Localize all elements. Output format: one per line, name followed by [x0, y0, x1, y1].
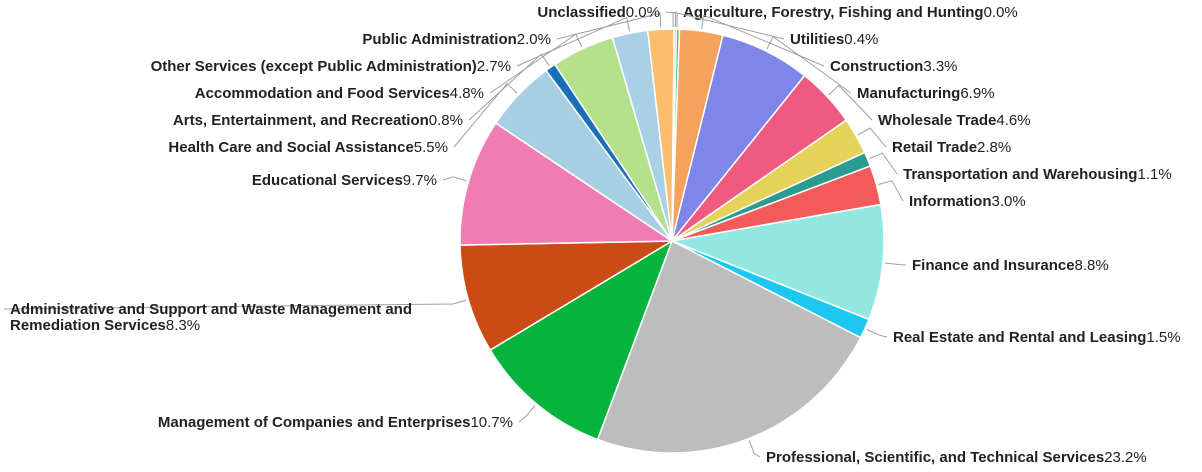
leader-line-15 [468, 53, 550, 121]
slice-label-13: Educational Services9.7% [252, 172, 437, 189]
slice-label-14: Health Care and Social Assistance5.5% [168, 139, 448, 156]
leader-line-10 [748, 440, 761, 458]
leader-line-18 [556, 12, 662, 40]
pie-slice-10 [596, 239, 862, 454]
slice-label-16: Accommodation and Food Services4.8% [195, 85, 484, 102]
slice-label-15: Arts, Entertainment, and Recreation0.8% [173, 112, 463, 129]
leader-line-5 [857, 127, 887, 148]
slice-label-1: Utilities0.4% [790, 31, 878, 48]
leader-line-3 [766, 35, 852, 94]
leader-line-12 [3, 299, 467, 310]
leader-line-17 [516, 16, 631, 67]
pie-slice-19 [671, 28, 678, 242]
leader-line-7 [878, 180, 904, 202]
leader-line-11 [518, 405, 536, 423]
slice-label-19: Unclassified0.0% [537, 4, 660, 21]
slice-label-10: Professional, Scientific, and Technical … [766, 449, 1147, 466]
slice-label-8: Finance and Insurance8.8% [912, 257, 1109, 274]
slice-label-12: Administrative and Support and Waste Man… [10, 301, 412, 334]
slice-label-7: Information3.0% [909, 193, 1026, 210]
slice-label-9: Real Estate and Rental and Leasing1.5% [893, 329, 1181, 346]
slice-label-2: Construction3.3% [830, 58, 958, 75]
slice-label-18: Public Administration2.0% [362, 31, 551, 48]
slice-label-11: Management of Companies and Enterprises1… [158, 414, 513, 431]
leader-line-1 [676, 12, 785, 40]
slice-label-4: Wholesale Trade4.6% [878, 112, 1031, 129]
pie-slice-12 [459, 240, 675, 352]
leader-line-6 [869, 152, 898, 175]
leader-line-14 [453, 82, 518, 148]
slice-label-3: Manufacturing6.9% [857, 85, 995, 102]
slice-label-17: Other Services (except Public Administra… [151, 58, 511, 75]
pie-slice-13 [459, 122, 675, 246]
slice-label-5: Retail Trade2.8% [892, 139, 1011, 156]
slice-label-6: Transportation and Warehousing1.1% [903, 166, 1172, 183]
pie-slice-8 [669, 203, 885, 321]
leader-line-2 [701, 14, 825, 67]
leader-line-13 [442, 176, 467, 182]
slice-label-0: Agriculture, Forestry, Fishing and Hunti… [683, 4, 1018, 21]
leader-line-4 [828, 84, 873, 121]
leader-line-9 [866, 329, 888, 338]
pie-slice-11 [489, 239, 674, 441]
leader-line-8 [884, 262, 907, 266]
leader-line-19 [665, 11, 677, 28]
